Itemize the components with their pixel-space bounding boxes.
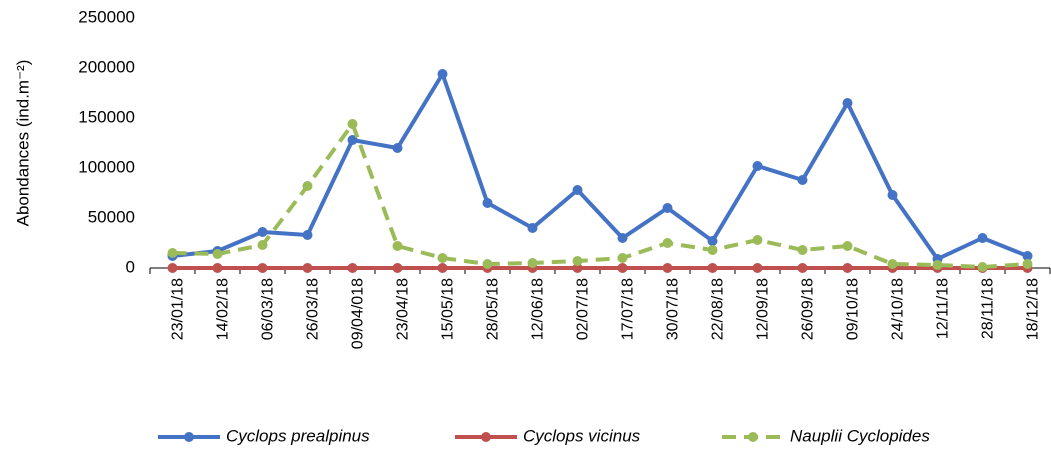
data-point — [572, 263, 583, 273]
legend-marker — [748, 432, 758, 442]
data-point — [392, 263, 403, 273]
y-tick-label: 150000 — [78, 107, 135, 126]
x-tick-label: 09/04/018 — [350, 278, 367, 349]
data-point — [617, 263, 628, 273]
data-point — [302, 263, 313, 273]
data-point — [347, 263, 358, 273]
legend-marker — [481, 432, 491, 442]
data-point — [797, 263, 808, 273]
legend-marker — [184, 432, 194, 442]
data-point — [707, 236, 718, 246]
x-tick-label: 23/01/18 — [170, 278, 187, 340]
data-point — [887, 259, 898, 269]
data-point — [797, 175, 808, 185]
y-tick-label: 200000 — [78, 57, 135, 76]
data-point — [572, 256, 583, 266]
x-tick-label: 28/11/18 — [980, 278, 997, 339]
x-tick-label: 09/10/18 — [845, 278, 862, 340]
series-line — [172, 72, 1029, 261]
data-point — [212, 263, 223, 273]
data-point — [662, 238, 673, 248]
data-point — [707, 263, 718, 273]
x-tick-label: 15/05/18 — [440, 278, 457, 340]
data-point — [662, 263, 673, 273]
x-tick-label: 26/09/18 — [800, 278, 817, 340]
data-point — [617, 233, 628, 243]
data-point — [437, 253, 448, 263]
data-point — [257, 240, 268, 250]
data-point — [1022, 259, 1033, 269]
data-point — [167, 263, 178, 273]
x-tick-label: 24/10/18 — [890, 278, 907, 340]
data-point — [572, 185, 583, 195]
data-point — [527, 223, 538, 233]
y-tick-label: 50000 — [88, 207, 135, 226]
data-point — [842, 263, 853, 273]
data-point — [482, 198, 493, 208]
data-point — [437, 263, 448, 273]
x-tick-label: 17/07/18 — [620, 278, 637, 340]
data-point — [167, 248, 178, 258]
data-point — [797, 245, 808, 255]
y-tick-label: 0 — [126, 257, 135, 276]
data-point — [887, 190, 898, 200]
data-point — [302, 230, 313, 240]
legend-label: Cyclops prealpinus — [226, 426, 370, 445]
data-point — [212, 249, 223, 259]
x-tick-label: 02/07/18 — [575, 278, 592, 340]
x-tick-label: 28/05/18 — [485, 278, 502, 340]
data-point — [662, 203, 673, 213]
data-point — [842, 98, 853, 108]
data-point — [392, 241, 403, 251]
data-point — [392, 143, 403, 153]
data-point — [347, 135, 358, 145]
y-tick-label: 100000 — [78, 157, 135, 176]
data-point — [752, 235, 763, 245]
y-tick-label: 250000 — [78, 7, 135, 26]
data-point — [482, 259, 493, 269]
x-tick-label: 12/11/18 — [935, 278, 952, 339]
data-point — [977, 262, 988, 272]
x-tick-label: 18/12/18 — [1025, 278, 1042, 340]
data-point — [302, 181, 313, 191]
x-tick-label: 23/04/18 — [395, 278, 412, 340]
x-tick-label: 06/03/18 — [260, 278, 277, 340]
x-tick-label: 26/03/18 — [305, 278, 322, 340]
x-tick-label: 12/09/18 — [755, 278, 772, 340]
data-point — [932, 260, 943, 270]
data-point — [707, 245, 718, 255]
y-axis-label: Abondances (ind.m⁻²) — [13, 60, 32, 227]
data-point — [752, 263, 763, 273]
x-tick-label: 14/02/18 — [215, 278, 232, 340]
x-tick-label: 30/07/18 — [665, 278, 682, 340]
data-point — [437, 69, 448, 79]
data-point — [752, 161, 763, 171]
x-tick-label: 12/06/18 — [530, 278, 547, 340]
legend-label: Cyclops vicinus — [523, 426, 641, 445]
x-tick-label: 22/08/18 — [710, 278, 727, 340]
series-line — [172, 122, 1028, 269]
data-point — [527, 258, 538, 268]
data-point — [257, 227, 268, 237]
data-point — [347, 119, 358, 129]
data-point — [1022, 251, 1033, 261]
data-point — [257, 263, 268, 273]
legend-label: Nauplii Cyclopides — [790, 426, 930, 445]
data-point — [977, 233, 988, 243]
data-point — [842, 241, 853, 251]
data-point — [617, 253, 628, 263]
